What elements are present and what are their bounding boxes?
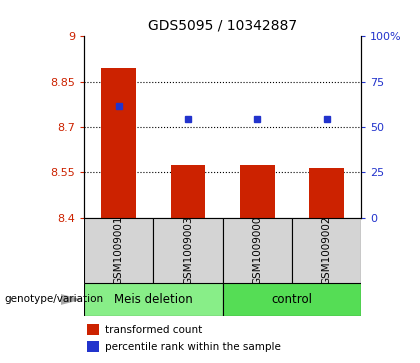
Polygon shape [61,294,82,305]
Title: GDS5095 / 10342887: GDS5095 / 10342887 [148,19,297,32]
Bar [101,68,136,218]
Bar [84,283,223,316]
Text: Meis deletion: Meis deletion [114,293,193,306]
Bar [171,165,205,218]
Bar [87,341,99,352]
Text: transformed count: transformed count [105,325,202,335]
Text: GSM1009000: GSM1009000 [252,216,262,285]
Text: GSM1009001: GSM1009001 [114,216,123,285]
Bar [153,218,223,283]
Text: genotype/variation: genotype/variation [4,294,103,305]
Bar [309,168,344,218]
Bar [240,165,275,218]
Text: GSM1009002: GSM1009002 [322,216,331,285]
Bar [84,218,153,283]
Text: GSM1009003: GSM1009003 [183,216,193,285]
Bar [223,218,292,283]
Bar [87,324,99,335]
Text: percentile rank within the sample: percentile rank within the sample [105,342,281,352]
Bar [292,218,361,283]
Text: control: control [271,293,312,306]
Bar [223,283,361,316]
